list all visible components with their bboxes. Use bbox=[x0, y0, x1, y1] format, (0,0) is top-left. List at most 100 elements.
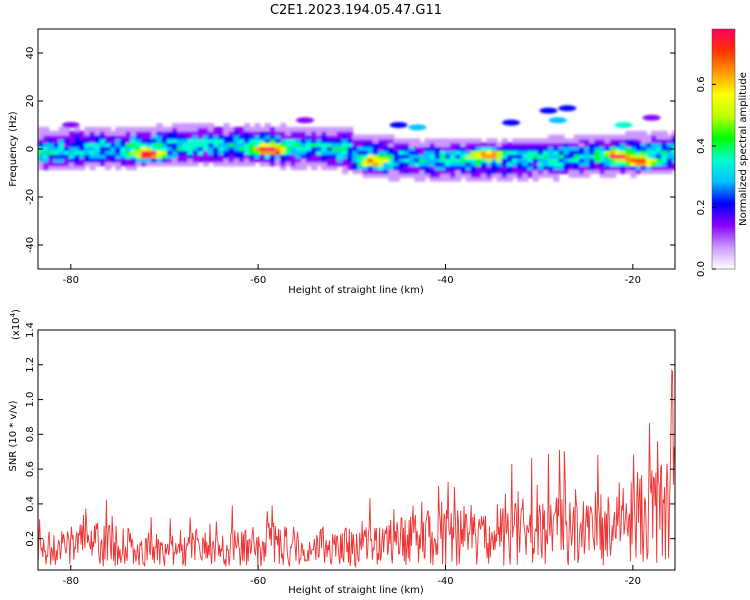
heatmap-cell bbox=[393, 173, 400, 178]
heatmap-cell bbox=[130, 130, 137, 136]
heatmap-cell bbox=[43, 126, 50, 132]
heatmap-cell bbox=[615, 169, 622, 174]
heatmap-cell bbox=[614, 122, 633, 128]
heatmap-cell bbox=[342, 169, 349, 174]
heatmap-cell bbox=[553, 146, 560, 151]
heatmap-cell bbox=[336, 157, 343, 163]
heatmap-cell bbox=[450, 146, 457, 151]
heatmap-cell bbox=[656, 130, 663, 136]
heatmap-cell bbox=[53, 138, 60, 144]
heatmap-cell bbox=[625, 134, 632, 140]
heatmap-cell bbox=[244, 126, 251, 132]
heatmap-cell bbox=[187, 157, 194, 163]
heatmap-cell bbox=[537, 142, 544, 148]
heatmap-cell bbox=[38, 138, 45, 144]
heatmap-cell bbox=[63, 130, 70, 136]
snr-scale-label: (x10 bbox=[11, 317, 22, 340]
heatmap-cell bbox=[640, 169, 647, 174]
heatmap-cell bbox=[642, 114, 661, 121]
heatmap-cell bbox=[135, 130, 143, 136]
heatmap-cell bbox=[146, 130, 153, 136]
heatmap-cell bbox=[218, 161, 225, 167]
heatmap-cell bbox=[192, 161, 199, 167]
heatmap-cell bbox=[68, 138, 76, 144]
heatmap-cell bbox=[254, 138, 261, 144]
heatmap-cell bbox=[419, 142, 426, 148]
heatmap-cell bbox=[300, 153, 307, 159]
heatmap-cell bbox=[58, 165, 65, 171]
heatmap-cell bbox=[594, 169, 601, 174]
heatmap-cell bbox=[151, 134, 158, 140]
heatmap-cell bbox=[280, 130, 287, 136]
heatmap-cell bbox=[403, 146, 410, 151]
heatmap-cell bbox=[326, 126, 333, 132]
heatmap-cell bbox=[295, 138, 302, 144]
snr-scale-exponent: 4 bbox=[9, 312, 17, 317]
heatmap-cell bbox=[501, 157, 508, 163]
heatmap-cell bbox=[532, 165, 539, 171]
heatmap-cell bbox=[259, 153, 266, 159]
heatmap-cell bbox=[172, 142, 179, 148]
heatmap-cell bbox=[475, 169, 483, 174]
heatmap-cell bbox=[135, 150, 143, 155]
heatmap-cell bbox=[172, 138, 179, 144]
heatmap-cell bbox=[130, 165, 137, 171]
heatmap-cell bbox=[620, 161, 627, 167]
heatmap-cell bbox=[414, 153, 421, 159]
heatmap-cell bbox=[135, 138, 143, 144]
heatmap-cell bbox=[367, 157, 374, 163]
heatmap-cell bbox=[635, 161, 642, 167]
heatmap-cell bbox=[249, 130, 256, 136]
heatmap-cell bbox=[615, 142, 622, 148]
heatmap-cell bbox=[213, 138, 220, 144]
heatmap-cell bbox=[568, 146, 575, 151]
heatmap-cell bbox=[166, 150, 173, 155]
heatmap-cell bbox=[130, 157, 137, 163]
heatmap-cell bbox=[496, 157, 503, 163]
heatmap-cell bbox=[336, 130, 343, 136]
heatmap-cell bbox=[460, 173, 467, 178]
heatmap-cell bbox=[347, 146, 354, 151]
heatmap-cell bbox=[321, 150, 328, 155]
heatmap-cell bbox=[295, 161, 302, 167]
heatmap-cell bbox=[280, 134, 287, 140]
heatmap-cell bbox=[48, 130, 55, 136]
heatmap-cell bbox=[300, 161, 307, 167]
heatmap-cell bbox=[506, 161, 514, 167]
heatmap-cell bbox=[409, 138, 416, 144]
heatmap-cell bbox=[640, 134, 647, 140]
heatmap-cell bbox=[383, 150, 390, 155]
heatmap-cell bbox=[192, 130, 199, 136]
heatmap-cell bbox=[166, 157, 173, 163]
heatmap-cell bbox=[115, 126, 122, 132]
heatmap-cell bbox=[475, 157, 483, 163]
heatmap-cell bbox=[146, 146, 153, 151]
heatmap-cell bbox=[63, 134, 70, 140]
heatmap-cell bbox=[372, 157, 380, 163]
heatmap-cell bbox=[213, 150, 220, 155]
heatmap-cell bbox=[594, 165, 601, 171]
heatmap-cell bbox=[53, 157, 60, 163]
heatmap-cell bbox=[579, 142, 586, 148]
heatmap-cell bbox=[646, 169, 653, 174]
heatmap-cell bbox=[414, 138, 421, 144]
heatmap-cell bbox=[202, 161, 210, 167]
heatmap-cell bbox=[223, 134, 230, 140]
heatmap-cell bbox=[651, 138, 658, 144]
heatmap-cell bbox=[99, 134, 106, 140]
heatmap-cell bbox=[455, 138, 462, 144]
heatmap-cell bbox=[486, 176, 493, 182]
heatmap-cell bbox=[506, 173, 514, 178]
heatmap-cell bbox=[177, 130, 184, 136]
heatmap-cell bbox=[398, 169, 405, 174]
heatmap-cell bbox=[491, 138, 498, 144]
heatmap-cell bbox=[403, 157, 410, 163]
y-tick-label: 40 bbox=[25, 47, 36, 60]
heatmap-cell bbox=[491, 153, 498, 159]
heatmap-cell bbox=[501, 150, 508, 155]
heatmap-cell bbox=[640, 153, 647, 159]
heatmap-cell bbox=[594, 153, 601, 159]
heatmap-cell bbox=[58, 153, 65, 159]
heatmap-cell bbox=[311, 150, 318, 155]
heatmap-cell bbox=[74, 153, 81, 159]
